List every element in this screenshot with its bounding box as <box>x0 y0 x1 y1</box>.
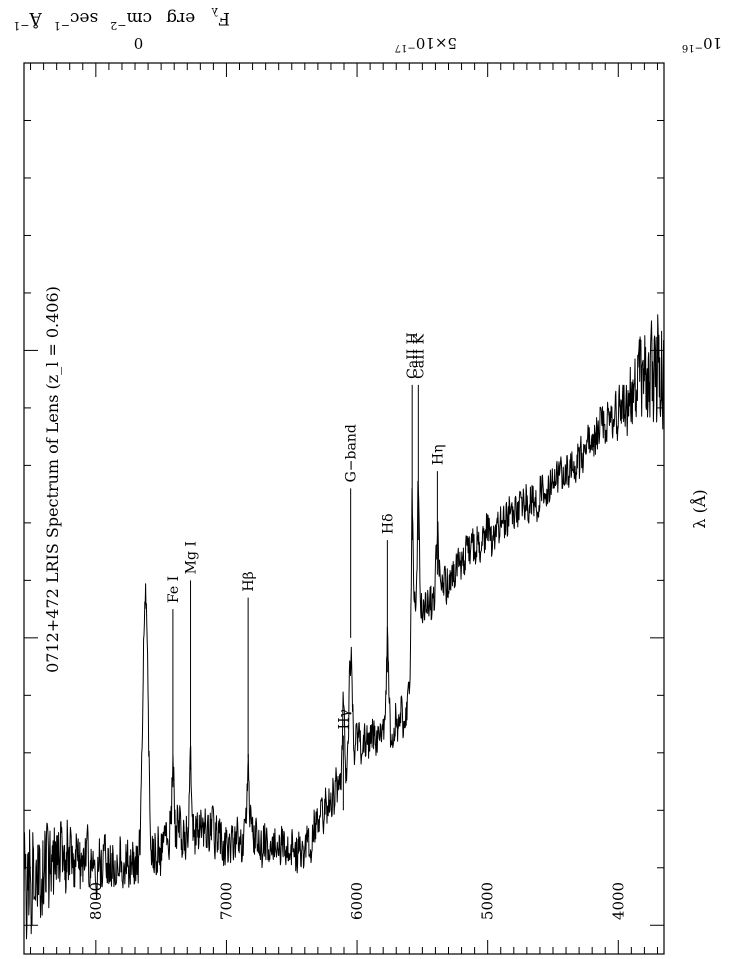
chart-title-text: 0712+472 LRIS Spectrum of Lens (z_l = 0.… <box>43 286 62 673</box>
ylabel-exp-4: −1 <box>13 19 29 32</box>
x-tick-label: 7000 <box>217 882 235 920</box>
x-tick-label-text: 6000 <box>348 882 366 920</box>
ylabel-word-1: erg <box>166 8 195 28</box>
x-tick-label-text: 4000 <box>609 882 627 920</box>
x-axis-label-text: λ (Å) <box>689 489 709 528</box>
annotation-label: Hδ <box>380 513 396 534</box>
y-tick-label: 10−16 <box>682 34 722 53</box>
x-tick-label: 8000 <box>87 882 105 920</box>
ylabel-word-4: Å <box>29 8 43 29</box>
annotation-label: Mg I <box>184 541 200 574</box>
y-tick-label: 5×10−17 <box>395 34 457 53</box>
chart-title: 0712+472 LRIS Spectrum of Lens (z_l = 0.… <box>43 286 62 673</box>
ylabel-word-3: sec <box>70 8 98 28</box>
ylabel-word-2: cm <box>126 8 152 28</box>
ylabel-exp-2: −2 <box>110 19 126 32</box>
x-tick-label: 4000 <box>609 882 627 920</box>
ylabel-sub: λ <box>211 5 218 18</box>
x-tick-label: 5000 <box>479 882 497 920</box>
x-axis-label: λ (Å) <box>689 489 709 528</box>
x-tick-label-text: 7000 <box>217 882 235 920</box>
y-axis-label: Fλergcm−2sec−1Å−1 <box>13 5 230 32</box>
annotation-label: Hη <box>430 445 446 466</box>
x-tick-label-text: 8000 <box>87 882 105 920</box>
annotation-label: Hβ <box>241 571 257 591</box>
annotation-label: G−band <box>344 424 360 482</box>
svg-text:Fλergcm−2sec−1Å−1: Fλergcm−2sec−1Å−1 <box>13 5 230 32</box>
x-axis-ticks: 4000 5000 6000 7000 8000 <box>30 63 658 954</box>
ylabel-prefix: F <box>218 8 230 28</box>
x-tick-label-text: 5000 <box>479 882 497 920</box>
spectrum-line <box>23 314 665 940</box>
ylabel-exp-3: −1 <box>54 19 70 32</box>
annotation-label: Fe I <box>166 576 182 603</box>
plot-frame <box>23 62 665 955</box>
x-tick-label: 6000 <box>348 882 366 920</box>
annotation-label: CaII K <box>411 333 427 379</box>
y-tick-label: 0 <box>134 34 144 52</box>
annotation-label: CaII H <box>405 332 421 379</box>
annotation-label: Hγ <box>336 709 352 730</box>
